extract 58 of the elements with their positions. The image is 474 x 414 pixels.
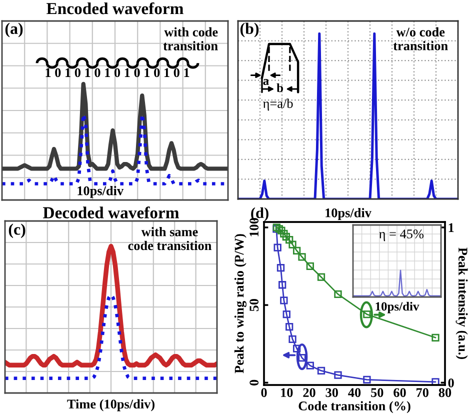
y-axis-title: Peak to wing ratio (P/W) (234, 234, 246, 374)
point (275, 225, 283, 233)
x-tick-label: 80 (438, 388, 452, 398)
y-tick-label: 50 (250, 298, 259, 312)
point (306, 362, 314, 370)
point (292, 246, 301, 255)
point (288, 335, 296, 344)
x-tick-label: 0 (261, 388, 267, 398)
point (306, 262, 314, 270)
x-tick-label: 40 (348, 388, 361, 398)
point (274, 244, 282, 252)
chart-title: Decoded waveform (43, 206, 179, 218)
point (298, 253, 306, 261)
x-axis-title: 10ps/div (326, 208, 372, 220)
y2-tick-label: 1 (448, 223, 454, 232)
point (334, 371, 342, 379)
point (282, 310, 290, 318)
x-tick-label: 60 (394, 388, 406, 398)
point (432, 378, 440, 385)
x-tick-label: 10 (281, 388, 293, 398)
annotation: 10ps/div (78, 186, 124, 198)
x-tick-label: 30 (326, 388, 338, 398)
y-tick-label: 0 (250, 380, 259, 386)
annotation: with same code transition (128, 227, 212, 250)
x-axis-title: Time (10ps/div) (67, 399, 154, 412)
y2-axis-title: Peak intensity (a.u.) (456, 248, 468, 359)
point (292, 344, 301, 352)
point (317, 366, 326, 375)
point (334, 290, 342, 298)
point (286, 322, 294, 331)
chart-title: Encoded waveform (46, 2, 184, 14)
text: (c) (8, 224, 26, 238)
x-tick-label: 70 (416, 388, 428, 398)
x-axis-title: Code transition (%) (298, 401, 410, 414)
y2-tick-label: 0 (448, 378, 454, 388)
point (278, 281, 286, 289)
annotation: a (263, 79, 269, 86)
point (276, 264, 285, 272)
annotation: η = 45% (379, 229, 424, 242)
x-tick-label: 20 (303, 388, 316, 398)
x-tick-label: 50 (371, 388, 384, 398)
annotation: b (276, 83, 283, 92)
point (317, 273, 326, 281)
point (288, 240, 296, 248)
text: (a) (5, 22, 23, 38)
point (280, 230, 288, 238)
point (286, 236, 294, 244)
annotation: w/o code transition (393, 27, 448, 50)
point (282, 232, 290, 241)
x-axis-title: 10ps/div (376, 302, 420, 314)
text: with code transition (163, 27, 218, 50)
point (363, 376, 371, 384)
text: 1 0 1 0 1 0 1 0 1 0 1 0 1 0 1 (46, 68, 190, 78)
point (432, 334, 440, 342)
point (278, 226, 286, 234)
annotation: (b) (240, 22, 259, 38)
annotation: η=a/b (263, 98, 293, 111)
point (280, 296, 288, 304)
